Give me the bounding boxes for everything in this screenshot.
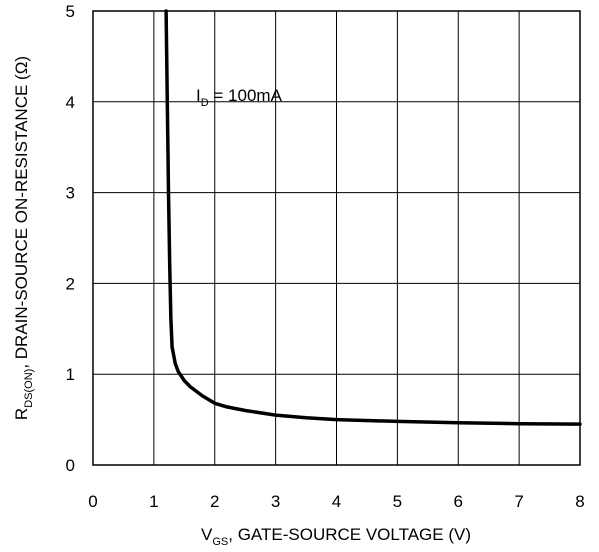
y-axis-label-main: R (12, 408, 31, 420)
x-tick-label: 7 (514, 492, 523, 511)
x-tick-labels: 0 1 2 3 4 5 6 7 8 (88, 492, 584, 511)
y-tick-label: 4 (66, 93, 75, 112)
x-axis-label-sub: GS (212, 536, 228, 548)
x-tick-label: 4 (332, 492, 341, 511)
x-tick-label: 8 (575, 492, 584, 511)
y-axis-label-sub: DS(ON) (23, 369, 35, 408)
y-tick-label: 0 (66, 456, 75, 475)
annotation-sub: D (201, 97, 209, 109)
grid-lines (92, 10, 581, 466)
x-axis-label-main: V (201, 525, 213, 544)
x-tick-label: 2 (210, 492, 219, 511)
y-tick-label: 5 (66, 2, 75, 21)
series-line (164, 9, 582, 426)
x-tick-label: 0 (88, 492, 97, 511)
y-tick-labels: 0 1 2 3 4 5 (66, 2, 75, 475)
x-tick-label: 1 (149, 492, 158, 511)
annotation-main: I (196, 86, 201, 105)
y-axis-label-rest: , DRAIN-SOURCE ON-RESISTANCE (Ω) (12, 56, 31, 369)
x-tick-label: 5 (393, 492, 402, 511)
plot-frame (92, 10, 581, 466)
y-tick-label: 1 (66, 365, 75, 384)
annotation-rest: = 100mA (209, 86, 283, 105)
x-tick-label: 6 (454, 492, 463, 511)
y-axis-label: RDS(ON), DRAIN-SOURCE ON-RESISTANCE (Ω) (12, 56, 35, 420)
y-tick-label: 2 (66, 274, 75, 293)
y-tick-label: 3 (66, 184, 75, 203)
x-tick-label: 3 (271, 492, 280, 511)
x-axis-label-rest: , GATE-SOURCE VOLTAGE (V) (228, 525, 471, 544)
x-axis-label: VGS, GATE-SOURCE VOLTAGE (V) (201, 525, 471, 548)
annotation-id: ID = 100mA (196, 86, 283, 109)
